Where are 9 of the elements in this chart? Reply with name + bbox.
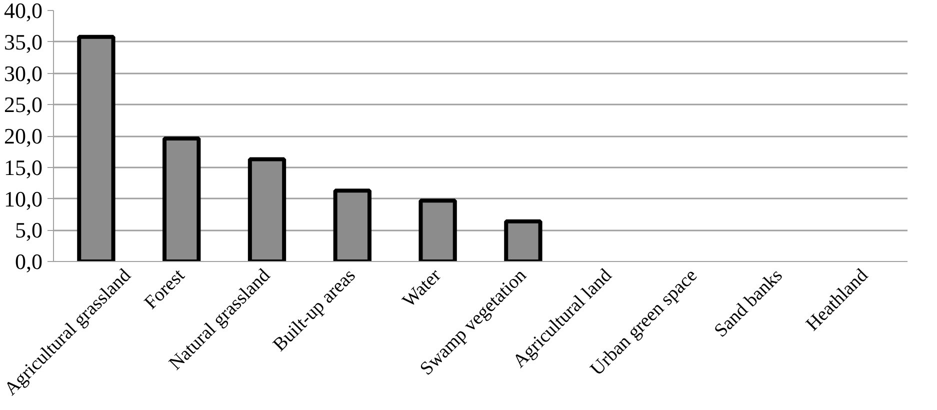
y-tick-label: 0,0 [15,249,42,274]
y-tick-label: 30,0 [4,60,42,86]
y-tick-label: 35,0 [4,29,42,54]
y-tick-label: 5,0 [15,218,42,243]
y-tick-label: 10,0 [4,186,42,212]
y-tick-label: 20,0 [4,124,42,148]
y-tick-label: 25,0 [4,92,42,118]
y-tick-label: 15,0 [4,154,42,180]
y-tick-label: 40,0 [4,0,42,23]
